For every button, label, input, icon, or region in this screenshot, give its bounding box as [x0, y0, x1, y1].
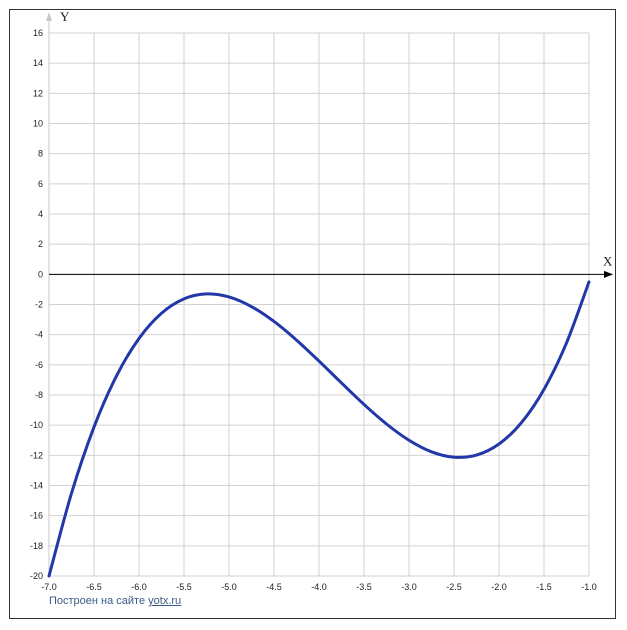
x-tick-label: -1.5 — [536, 582, 552, 592]
y-tick-label: -2 — [35, 300, 43, 310]
y-tick-label: 4 — [38, 209, 43, 219]
x-tick-label: -6.5 — [86, 582, 102, 592]
y-tick-label: -4 — [35, 330, 43, 340]
y-tick-label: 0 — [38, 269, 43, 279]
x-tick-label: -3.5 — [356, 582, 372, 592]
y-tick-label: -8 — [35, 390, 43, 400]
y-tick-label: -6 — [35, 360, 43, 370]
y-tick-label: 2 — [38, 239, 43, 249]
y-tick-label: -14 — [30, 481, 43, 491]
x-tick-label: -2.5 — [446, 582, 462, 592]
x-tick-label: -5.0 — [221, 582, 237, 592]
y-tick-label: 6 — [38, 179, 43, 189]
y-axis-arrow — [46, 12, 52, 21]
x-tick-label: -2.0 — [491, 582, 507, 592]
y-tick-label: -20 — [30, 571, 43, 581]
y-tick-label: -12 — [30, 450, 43, 460]
y-tick-label: -10 — [30, 420, 43, 430]
y-tick-label: -18 — [30, 541, 43, 551]
y-tick-label: -16 — [30, 511, 43, 521]
x-tick-label: -7.0 — [41, 582, 57, 592]
y-tick-label: 16 — [33, 28, 43, 38]
y-tick-label: 8 — [38, 149, 43, 159]
y-tick-label: 14 — [33, 58, 43, 68]
x-tick-label: -4.5 — [266, 582, 282, 592]
x-axis-arrow — [604, 270, 613, 278]
y-tick-label: 12 — [33, 88, 43, 98]
credit-link[interactable]: yotx.ru — [148, 595, 182, 607]
x-tick-label: -1.0 — [581, 582, 597, 592]
credit-text: Построен на сайте — [49, 595, 149, 607]
x-tick-label: -4.0 — [311, 582, 327, 592]
x-axis-title: X — [603, 253, 613, 268]
x-tick-label: -3.0 — [401, 582, 417, 592]
y-axis-title: Y — [60, 9, 70, 24]
x-tick-label: -6.0 — [131, 582, 147, 592]
chart-frame — [9, 9, 616, 619]
y-tick-label: 10 — [33, 119, 43, 129]
site-credit: Построен на сайте yotx.ru — [49, 595, 181, 607]
x-tick-label: -5.5 — [176, 582, 192, 592]
series-line-0 — [47, 280, 591, 578]
